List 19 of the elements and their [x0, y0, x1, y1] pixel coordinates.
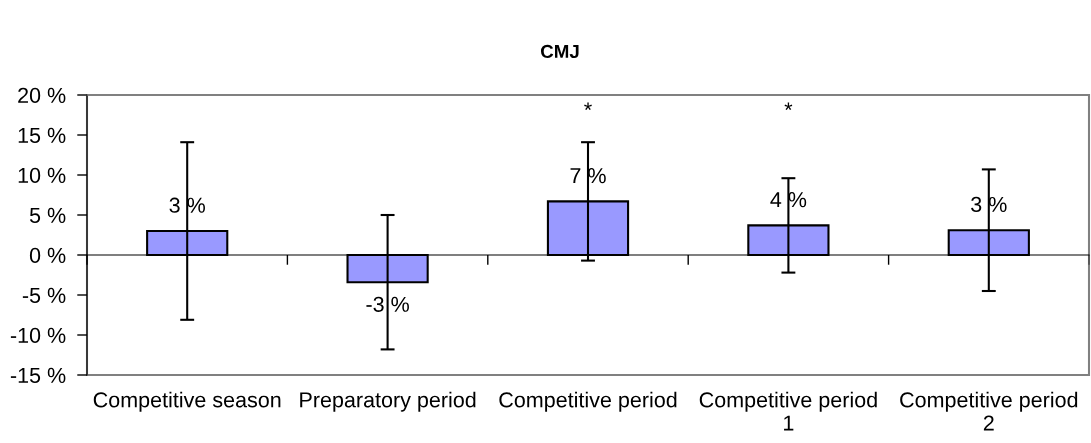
data-label: -3 % — [366, 296, 409, 312]
data-label: 4 % — [770, 192, 807, 208]
y-tick-label: 20 % — [18, 87, 66, 104]
y-tick-label: -15 % — [10, 367, 66, 384]
y-tick-label: 0 % — [29, 247, 66, 264]
y-tick-label: 10 % — [18, 167, 66, 184]
x-tick-label: Preparatory period — [300, 391, 476, 412]
data-label: 3 % — [169, 197, 205, 213]
x-tick-label: Competitive period 2 — [900, 391, 1078, 431]
annotation: * — [584, 102, 592, 111]
y-tick-label: 15 % — [18, 127, 66, 144]
x-tick-label: Competitive period — [499, 391, 677, 412]
x-tick-label: Competitive season — [93, 391, 281, 412]
annotation: * — [784, 102, 793, 111]
y-tick-label: -5 % — [22, 287, 66, 304]
y-tick-label: 5 % — [29, 207, 66, 224]
x-tick-label: Competitive period 1 — [699, 391, 877, 431]
chart-title: CMJ — [540, 44, 579, 59]
y-tick-label: -10 % — [10, 327, 66, 344]
